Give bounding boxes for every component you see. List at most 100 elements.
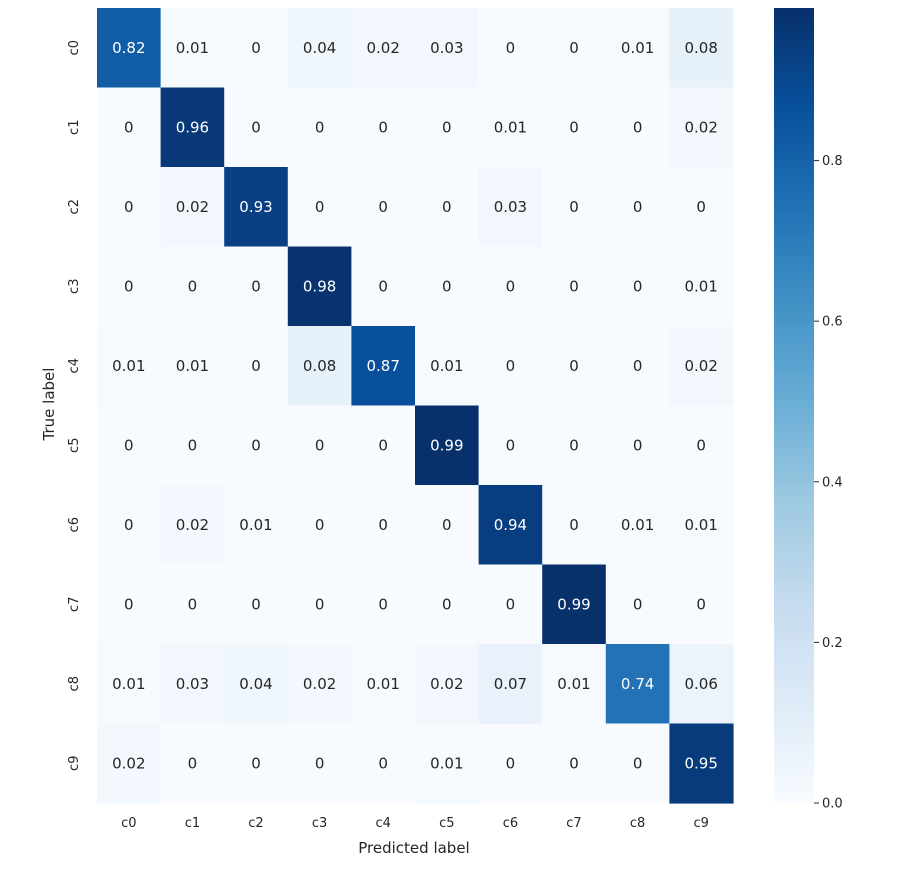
heatmap-cell (287, 405, 352, 486)
heatmap-cell (97, 87, 162, 168)
heatmap-cell-label: 0 (315, 754, 325, 772)
heatmap-cell-label: 0 (506, 595, 516, 613)
heatmap-cell (351, 8, 416, 89)
heatmap-cell-label: 0.02 (684, 357, 717, 375)
heatmap-cell (160, 723, 225, 804)
heatmap-cell (605, 564, 670, 645)
heatmap-cell-label: 0 (569, 277, 579, 295)
x-axis-label: Predicted label (358, 839, 469, 857)
heatmap-cell (605, 723, 670, 804)
heatmap-cell-label: 0 (633, 595, 643, 613)
heatmap-cell-label: 0 (378, 277, 388, 295)
heatmap-cell (224, 8, 289, 89)
heatmap-cell (669, 87, 734, 168)
heatmap-cell (669, 564, 734, 645)
heatmap-cell (224, 326, 289, 407)
heatmap-cell (97, 485, 162, 566)
heatmap-cell (287, 167, 352, 248)
heatmap-cell (415, 87, 480, 168)
heatmap-cell-label: 0 (633, 436, 643, 454)
heatmap-cell (415, 326, 480, 407)
heatmap-cell-label: 0.02 (303, 675, 336, 693)
heatmap-cell-label: 0 (124, 277, 134, 295)
heatmap-cell-label: 0.02 (176, 516, 209, 534)
heatmap-cell-label: 0 (188, 277, 198, 295)
heatmap-cell-label: 0 (378, 118, 388, 136)
colorbar-tick-label: 0.4 (822, 475, 843, 490)
heatmap-cell (160, 644, 225, 725)
heatmap-cell-label: 0.94 (494, 516, 527, 534)
heatmap-cell (542, 485, 607, 566)
heatmap-cell-label: 0.08 (303, 357, 336, 375)
heatmap-cell (224, 87, 289, 168)
heatmap-cell (478, 644, 543, 725)
heatmap-cell (669, 326, 734, 407)
heatmap-cell (478, 87, 543, 168)
heatmap-cell-label: 0 (251, 277, 261, 295)
heatmap-cell (351, 87, 416, 168)
heatmap-cell (542, 644, 607, 725)
heatmap-cell (605, 8, 670, 89)
heatmap-cell (669, 246, 734, 327)
heatmap-cell (97, 564, 162, 645)
heatmap-cell-label: 0.98 (303, 277, 336, 295)
heatmap-cell-label: 0.01 (366, 675, 399, 693)
heatmap-cell (224, 564, 289, 645)
heatmap-cell (224, 723, 289, 804)
heatmap-cell-label: 0 (124, 595, 134, 613)
heatmap-cell (224, 246, 289, 327)
x-tick-label: c4 (375, 816, 390, 831)
heatmap-cell (542, 87, 607, 168)
heatmap-cell-label: 0.96 (176, 118, 209, 136)
heatmap-cell (478, 246, 543, 327)
heatmap-cell-label: 0.03 (176, 675, 209, 693)
heatmap-cell-label: 0.02 (684, 118, 717, 136)
heatmap-cell-label: 0.03 (494, 198, 527, 216)
heatmap-cell (97, 246, 162, 327)
y-tick-label: c9 (67, 756, 82, 771)
heatmap-cell (669, 405, 734, 486)
colorbar-ticks: 0.0 0.2 0.4 0.6 0.8 (814, 154, 843, 812)
heatmap-cell (605, 326, 670, 407)
heatmap-cell-label: 0 (251, 754, 261, 772)
heatmap-cell-label: 0 (442, 516, 452, 534)
heatmap-cell (287, 246, 352, 327)
y-tick-label: c1 (67, 120, 82, 135)
heatmap-cell (478, 326, 543, 407)
heatmap-cell-label: 0 (378, 198, 388, 216)
heatmap-cell (160, 167, 225, 248)
heatmap-cell-label: 0 (569, 39, 579, 57)
heatmap-cell-label: 0.01 (112, 357, 145, 375)
heatmap-cell-label: 0.04 (239, 675, 272, 693)
heatmap-cell-label: 0.02 (176, 198, 209, 216)
heatmap-cell-label: 0.01 (176, 357, 209, 375)
heatmap-cells (97, 8, 734, 804)
heatmap-cell (669, 8, 734, 89)
heatmap-cell-label: 0.06 (684, 675, 717, 693)
heatmap-cell-label: 0 (315, 516, 325, 534)
heatmap-cell-label: 0 (506, 754, 516, 772)
heatmap-cell-label: 0.01 (684, 516, 717, 534)
heatmap-cell-label: 0 (124, 118, 134, 136)
colorbar-tick-label: 0.8 (822, 154, 843, 169)
heatmap-cell-label: 0.08 (684, 39, 717, 57)
heatmap-cell (287, 644, 352, 725)
heatmap-cell-label: 0.02 (430, 675, 463, 693)
heatmap-cell (97, 326, 162, 407)
heatmap-cell (97, 723, 162, 804)
colorbar (774, 8, 814, 803)
heatmap-cell-label: 0 (315, 595, 325, 613)
x-tick-label: c2 (248, 816, 263, 831)
heatmap-cell (287, 87, 352, 168)
heatmap-cell-label: 0 (569, 516, 579, 534)
colorbar-tick-label: 0.2 (822, 636, 843, 651)
heatmap-cell-label: 0 (442, 595, 452, 613)
heatmap-cell-label: 0.02 (366, 39, 399, 57)
heatmap-cell-label: 0.99 (557, 595, 590, 613)
heatmap-cell (415, 723, 480, 804)
heatmap-cell (478, 8, 543, 89)
heatmap-cell-label: 0 (696, 595, 706, 613)
heatmap-cell (415, 564, 480, 645)
heatmap-cell-label: 0 (378, 516, 388, 534)
